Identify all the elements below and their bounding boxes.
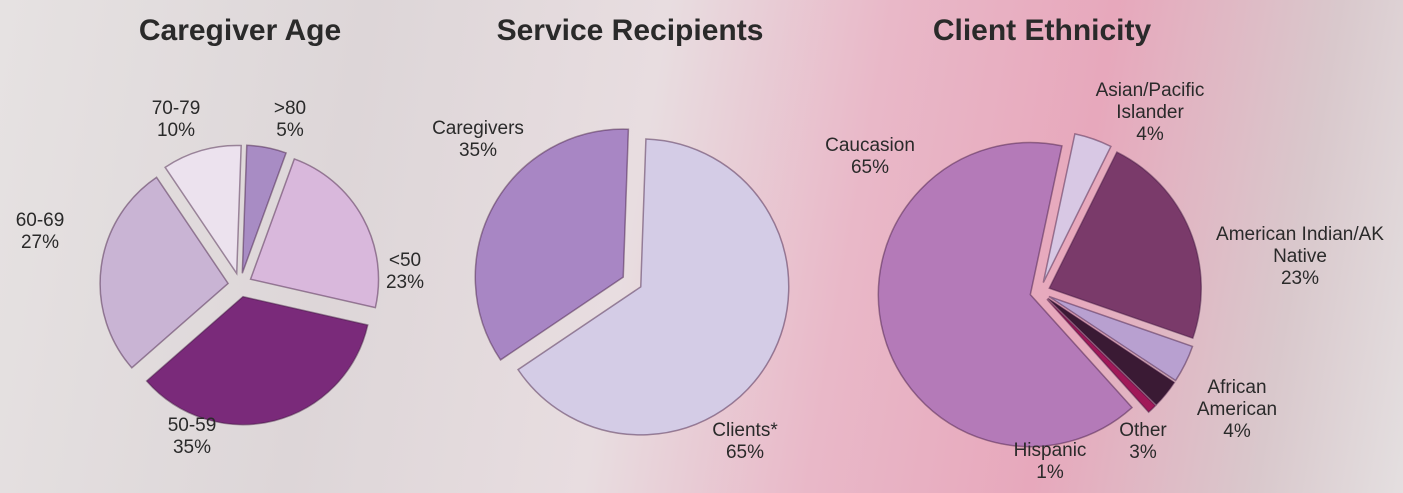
value-label: 65% xyxy=(725,442,765,463)
pie-slice xyxy=(241,144,288,274)
slice-label: Asian/Pacific Islander 4% xyxy=(1075,80,1225,146)
value-label: 3% xyxy=(1129,442,1157,463)
slice-label: Caucasion 65% xyxy=(810,135,930,179)
category-label: Clients* xyxy=(712,420,778,441)
value-label: 23% xyxy=(1280,268,1320,289)
slice-label: 60-69 27% xyxy=(0,210,80,254)
category-label: Asian/Pacific Islander xyxy=(1095,80,1205,123)
slice-label: Hispanic 1% xyxy=(1000,440,1100,484)
category-label: African American xyxy=(1196,377,1278,420)
category-label: Other xyxy=(1119,420,1167,441)
slice-label: 70-79 10% xyxy=(136,98,216,142)
pie-slice xyxy=(1048,151,1203,340)
slice-label: Caregivers 35% xyxy=(418,118,538,162)
chart-title: Client Ethnicity xyxy=(932,14,1152,47)
slice-label: <50 23% xyxy=(365,250,445,294)
category-label: <50 xyxy=(388,250,422,271)
value-label: 35% xyxy=(458,140,498,161)
pie-slice xyxy=(249,158,380,309)
pie-slice xyxy=(145,295,369,426)
pie-slice xyxy=(517,138,790,436)
pie-slice xyxy=(1047,297,1176,406)
pie-slice xyxy=(877,141,1134,448)
value-label: 4% xyxy=(1136,124,1164,145)
pie-slice xyxy=(474,128,630,361)
value-label: 4% xyxy=(1223,421,1251,442)
slice-label: Clients* 65% xyxy=(685,420,805,464)
pie-slice xyxy=(1046,298,1157,414)
chart-title: Service Recipients xyxy=(496,14,764,47)
value-label: 1% xyxy=(1036,462,1064,483)
slice-label: African American 4% xyxy=(1182,377,1292,443)
category-label: 60-69 xyxy=(15,210,65,231)
slice-label: >80 5% xyxy=(250,98,330,142)
category-label: 70-79 xyxy=(151,98,201,119)
value-label: 27% xyxy=(20,232,60,253)
category-label: Hispanic xyxy=(1013,440,1087,461)
slice-label: American Indian/AK Native 23% xyxy=(1200,224,1400,290)
pie-slice xyxy=(164,144,242,276)
pie-slice xyxy=(1042,132,1112,283)
pie-slice xyxy=(1048,295,1194,382)
slice-label: Other 3% xyxy=(1103,420,1183,464)
category-label: Caregivers xyxy=(432,118,524,139)
value-label: 35% xyxy=(172,437,212,458)
pie-slice xyxy=(99,176,230,369)
category-label: 50-59 xyxy=(167,415,217,436)
value-label: 10% xyxy=(156,120,196,141)
chart-title: Caregiver Age xyxy=(138,14,342,47)
value-label: 65% xyxy=(850,157,890,178)
value-label: 23% xyxy=(385,272,425,293)
category-label: Caucasion xyxy=(825,135,915,156)
category-label: >80 xyxy=(273,98,307,119)
category-label: American Indian/AK Native xyxy=(1216,224,1384,267)
slice-label: 50-59 35% xyxy=(152,415,232,459)
value-label: 5% xyxy=(276,120,304,141)
